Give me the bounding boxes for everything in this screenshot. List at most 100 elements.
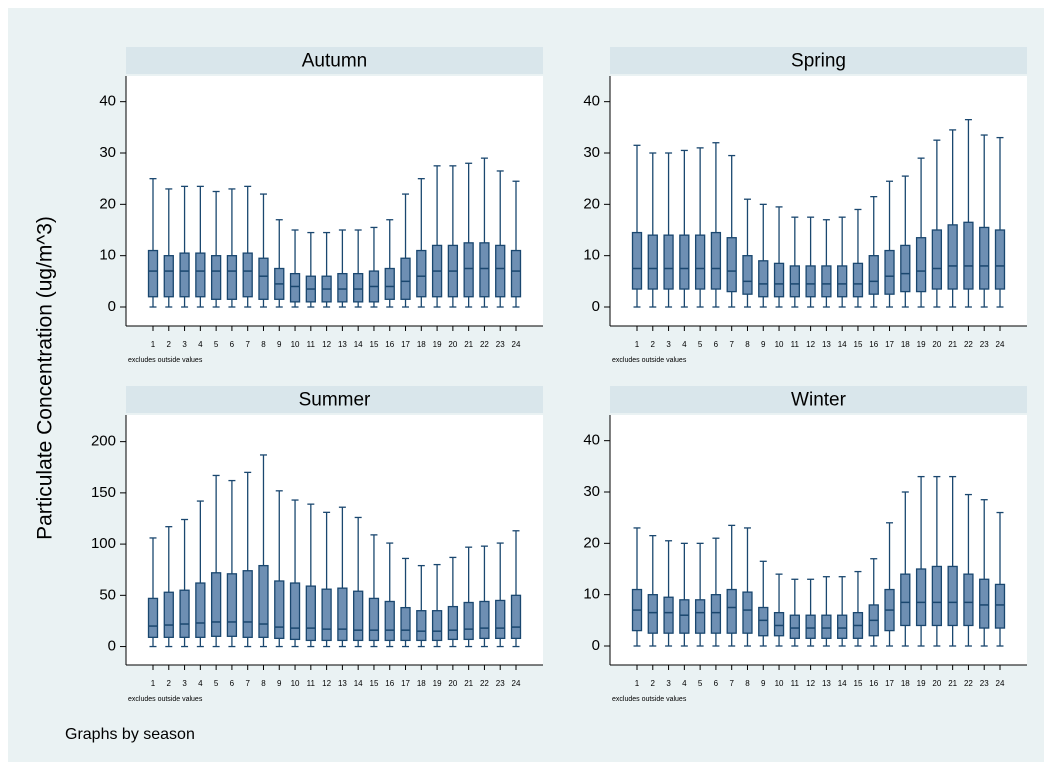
x-tick-label: 15 <box>370 340 379 349</box>
x-tick-label: 1 <box>151 679 156 688</box>
y-tick-label: 40 <box>583 93 600 110</box>
box <box>353 272 364 303</box>
x-tick-label: 9 <box>277 679 282 688</box>
panel-header <box>610 47 1027 74</box>
x-tick-label: 16 <box>385 340 394 349</box>
x-tick-label: 6 <box>230 679 235 688</box>
box <box>179 589 190 638</box>
box <box>353 590 364 642</box>
x-tick-label: 21 <box>948 340 957 349</box>
box <box>510 594 522 640</box>
box <box>305 585 316 642</box>
x-tick-label: 4 <box>198 679 203 688</box>
y-tick-label: 30 <box>583 144 600 161</box>
box <box>742 591 753 634</box>
x-tick-label: 12 <box>322 679 331 688</box>
x-tick-label: 19 <box>917 679 926 688</box>
x-tick-label: 18 <box>417 340 426 349</box>
y-tick-label: 0 <box>108 298 116 315</box>
y-tick-label: 10 <box>583 586 600 603</box>
box <box>195 252 206 298</box>
box <box>837 265 848 298</box>
x-tick-label: 17 <box>401 679 410 688</box>
box <box>663 596 674 634</box>
x-tick-label: 21 <box>464 679 473 688</box>
x-tick-label: 18 <box>901 679 910 688</box>
box <box>931 565 943 627</box>
x-tick-label: 19 <box>917 340 926 349</box>
box <box>289 272 301 303</box>
box <box>337 587 348 642</box>
box <box>242 252 253 298</box>
x-tick-label: 20 <box>448 340 457 349</box>
x-tick-label: 24 <box>996 340 1005 349</box>
box <box>915 237 927 293</box>
x-tick-label: 17 <box>401 340 410 349</box>
panel-header <box>126 47 543 74</box>
x-tick-label: 16 <box>385 679 394 688</box>
box <box>463 242 474 298</box>
x-tick-label: 8 <box>261 679 266 688</box>
x-tick-label: 11 <box>791 679 800 688</box>
box <box>663 234 674 290</box>
x-tick-label: 18 <box>901 340 910 349</box>
box <box>258 564 269 638</box>
box <box>900 244 911 293</box>
x-tick-label: 13 <box>338 679 347 688</box>
box <box>274 580 285 640</box>
x-tick-label: 3 <box>666 340 671 349</box>
x-tick-label: 24 <box>996 679 1005 688</box>
x-tick-label: 15 <box>370 679 379 688</box>
y-tick-label: 10 <box>99 247 116 264</box>
x-tick-label: 8 <box>745 679 750 688</box>
y-tick-label: 40 <box>583 432 600 449</box>
x-tick-label: 4 <box>198 340 203 349</box>
x-tick-label: 16 <box>869 679 878 688</box>
panel-header <box>126 386 543 413</box>
x-tick-label: 19 <box>433 679 442 688</box>
box <box>789 614 800 639</box>
x-tick-label: 17 <box>885 340 894 349</box>
box <box>805 265 816 298</box>
box <box>631 231 643 290</box>
box <box>147 597 159 638</box>
x-tick-label: 23 <box>496 340 505 349</box>
y-tick-label: 150 <box>91 484 116 501</box>
panel-header <box>610 386 1027 413</box>
panel-title: Spring <box>791 51 846 72</box>
box <box>147 249 159 298</box>
box <box>884 249 895 295</box>
x-tick-label: 21 <box>948 679 957 688</box>
x-tick-label: 1 <box>151 340 156 349</box>
box <box>915 568 927 627</box>
x-tick-label: 24 <box>512 679 521 688</box>
box <box>789 265 800 298</box>
box <box>805 614 816 639</box>
box <box>226 573 238 637</box>
y-tick-label: 0 <box>592 298 600 315</box>
x-tick-label: 23 <box>980 679 989 688</box>
box <box>931 229 943 290</box>
x-tick-label: 14 <box>354 679 363 688</box>
x-tick-label: 8 <box>745 340 750 349</box>
x-tick-label: 13 <box>822 340 831 349</box>
panel-title: Winter <box>791 390 847 411</box>
x-tick-label: 14 <box>354 340 363 349</box>
box <box>179 252 190 298</box>
box <box>384 600 395 642</box>
panel-title: Autumn <box>302 51 367 72</box>
box <box>726 237 737 293</box>
x-tick-label: 23 <box>980 340 989 349</box>
box <box>963 221 974 290</box>
box <box>694 599 706 634</box>
box <box>947 224 958 290</box>
x-tick-label: 18 <box>417 679 426 688</box>
box <box>868 255 879 295</box>
y-tick-label: 0 <box>592 637 600 654</box>
box <box>447 605 459 641</box>
x-tick-label: 7 <box>729 679 734 688</box>
box <box>979 226 990 290</box>
x-tick-label: 11 <box>307 340 316 349</box>
box <box>679 234 690 290</box>
box <box>694 234 706 290</box>
